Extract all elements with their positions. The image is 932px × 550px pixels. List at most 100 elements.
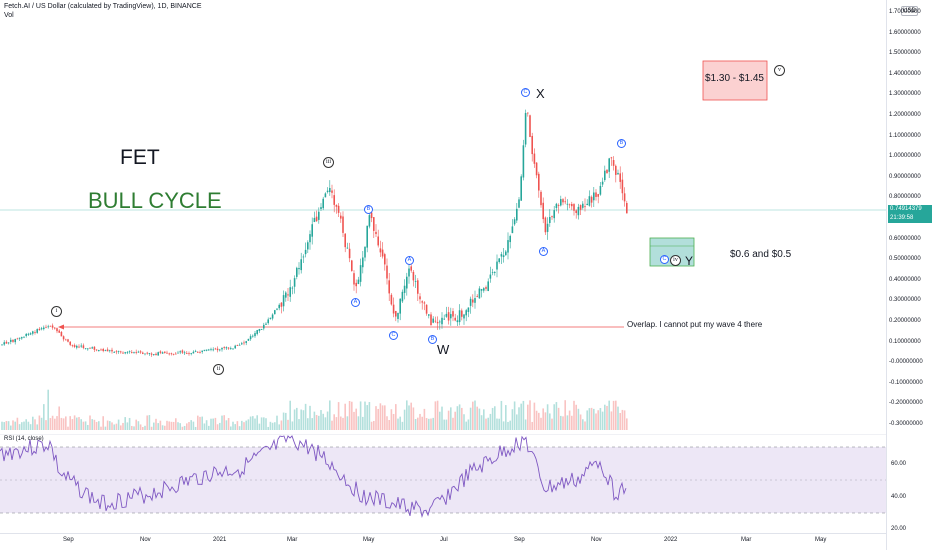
- volume-bar: [619, 412, 621, 430]
- candle-body: [69, 341, 71, 345]
- candle-body: [439, 321, 441, 323]
- volume-bar: [287, 419, 289, 430]
- candle-body: [538, 173, 540, 191]
- rsi-line: [0, 435, 627, 519]
- currency-badge[interactable]: USD: [901, 6, 918, 16]
- volume-bar: [513, 401, 516, 430]
- candle-body: [452, 311, 454, 317]
- candle-body: [221, 347, 223, 350]
- candle-body: [111, 349, 113, 352]
- volume-bar: [571, 415, 573, 430]
- volume-bar: [298, 419, 300, 430]
- price-tick: 1.00000000: [889, 153, 921, 160]
- wave-w-label: W: [437, 342, 450, 357]
- volume-bar: [91, 419, 93, 430]
- candle-body: [21, 337, 23, 339]
- volume-bar: [201, 416, 203, 430]
- volume-bar: [280, 420, 283, 430]
- candle-body: [274, 310, 276, 315]
- volume-bar: [269, 421, 272, 430]
- volume-bar: [608, 400, 610, 430]
- volume-bar: [16, 417, 19, 430]
- volume-bar: [120, 425, 122, 430]
- candle-body: [214, 348, 217, 350]
- volume-bar: [100, 426, 102, 430]
- candle-body: [102, 348, 104, 351]
- volume-bar: [274, 422, 276, 430]
- candle-body: [500, 254, 503, 257]
- time-label-2021: 2021: [213, 537, 227, 543]
- volume-bar: [183, 425, 186, 430]
- volume-bar: [126, 422, 129, 430]
- candle-body: [47, 326, 49, 328]
- candle-body: [113, 352, 115, 353]
- candle-body: [333, 195, 335, 205]
- candle-body: [342, 216, 344, 233]
- candle-body: [551, 216, 553, 218]
- volume-bar: [271, 422, 274, 430]
- wave-iv-marker: iv: [670, 255, 681, 266]
- wave-a-marker-2: A: [405, 256, 414, 265]
- volume-bar: [210, 418, 212, 430]
- price-chart[interactable]: Fetch.AI / US Dollar (calculated by Trad…: [0, 0, 886, 432]
- rsi-pane[interactable]: RSI (14, close): [0, 434, 886, 532]
- volume-bar: [359, 401, 362, 430]
- candle-body: [12, 339, 14, 342]
- volume-bar: [260, 417, 263, 430]
- volume-bar: [23, 421, 25, 430]
- volume-bar: [403, 409, 406, 430]
- volume-bar: [392, 413, 395, 430]
- candle-body: [62, 336, 65, 340]
- candle-body: [260, 329, 263, 330]
- candle-body: [595, 192, 597, 197]
- volume-bar: [7, 421, 10, 430]
- volume-bar: [18, 424, 21, 430]
- candle-body: [403, 285, 406, 293]
- volume-bar: [293, 409, 296, 430]
- candle-body: [351, 260, 353, 271]
- price-axis[interactable]: USD 1.70000000 1.60000000 1.50000000 1.4000…: [886, 0, 932, 550]
- candle-body: [368, 215, 371, 227]
- candle-body: [247, 338, 250, 341]
- candle-body: [533, 153, 536, 164]
- volume-bar: [161, 425, 164, 430]
- volume-bar: [10, 425, 12, 430]
- candle-body: [67, 339, 69, 342]
- time-axis[interactable]: Sep Nov 2021 Mar May Jul Sep Nov 2022 Ma…: [0, 533, 886, 550]
- volume-bar: [531, 421, 533, 430]
- candle-body: [100, 349, 102, 351]
- candle-body: [564, 201, 566, 203]
- candle-body: [428, 314, 430, 316]
- candle-body: [179, 351, 181, 353]
- volume-bar: [27, 421, 30, 430]
- price-tick: 1.30000000: [889, 91, 921, 98]
- volume-bar: [56, 416, 58, 430]
- candle-body: [289, 287, 291, 297]
- candle-body: [381, 249, 384, 257]
- candle-body: [73, 345, 76, 347]
- candle-body: [271, 314, 274, 319]
- candle-body: [417, 280, 419, 294]
- volume-bar: [252, 416, 254, 430]
- volume-bar: [153, 422, 155, 430]
- candle-body: [414, 281, 417, 282]
- volume-bar: [533, 402, 536, 430]
- candle-body: [377, 236, 379, 246]
- volume-bar: [47, 389, 49, 430]
- volume-bar: [540, 417, 542, 430]
- wave-ii-marker: ii: [213, 364, 224, 375]
- volume-bar: [102, 416, 104, 430]
- volume-bar: [139, 424, 142, 430]
- volume-bar: [289, 400, 291, 430]
- candle-body: [542, 202, 544, 220]
- volume-bar: [307, 418, 309, 430]
- volume-bar: [159, 420, 162, 430]
- volume-bar: [542, 408, 544, 430]
- volume-bar: [430, 418, 432, 430]
- volume-bar: [390, 409, 393, 430]
- candlesticks: [1, 109, 628, 357]
- volume-bar: [300, 409, 302, 430]
- volume-bar: [34, 419, 36, 430]
- volume-bar: [331, 420, 333, 430]
- volume-bar: [579, 414, 582, 430]
